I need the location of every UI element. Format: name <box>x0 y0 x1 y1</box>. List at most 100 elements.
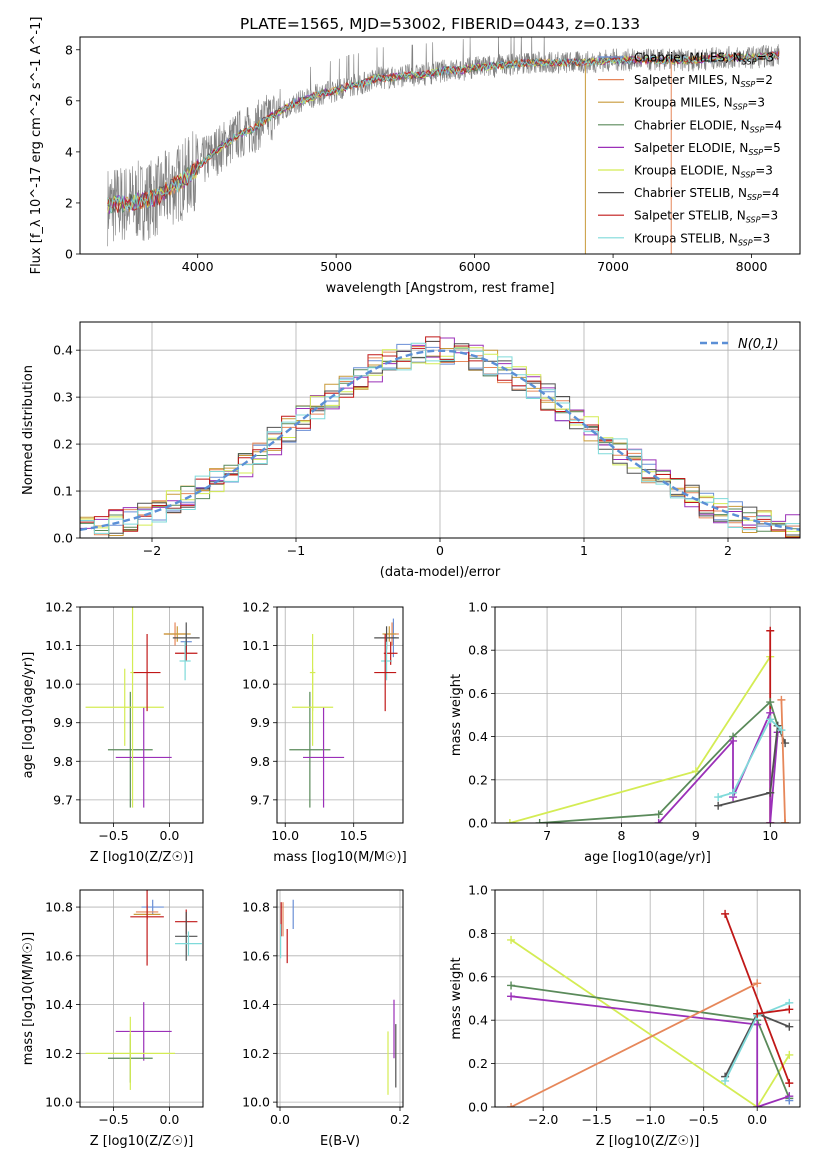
x-tick-label: 7000 <box>597 259 629 274</box>
y-tick-label: 9.7 <box>53 792 73 807</box>
plot-area <box>505 626 790 823</box>
weight-point-marker <box>507 981 516 990</box>
legend-entry: Salpeter STELIB, NSSP=3 <box>634 209 778 225</box>
y-tick-label: 0.0 <box>468 816 488 831</box>
y-tick-label: 10.2 <box>45 1046 73 1061</box>
panel-age-vs-mass: 10.0 10.5 9.7 9.8 9.9 10.0 10.1 10.2 mass [log10… <box>242 600 407 866</box>
legend-entry: Salpeter ELODIE, NSSP=5 <box>634 141 781 157</box>
x-tick-label: 0.0 <box>270 1112 290 1127</box>
legend-entry: Chabrier ELODIE, NSSP=4 <box>634 118 782 134</box>
y-axis-label: Flux [f_λ 10^-17 erg cm^-2 s^-1 A^-1] <box>29 17 44 275</box>
y-tick-label: 9.9 <box>250 715 270 730</box>
x-tick-label: 10.5 <box>340 828 368 843</box>
model-spectrum-line <box>107 52 780 213</box>
y-tick-label: 4 <box>65 144 73 159</box>
y-tick-label: 0 <box>65 247 73 262</box>
plot-area <box>289 618 399 808</box>
y-tick-label: 10.1 <box>45 638 73 653</box>
y-tick-label: 0.2 <box>53 437 73 452</box>
y-tick-label: 10.0 <box>45 677 73 692</box>
weight-point-marker <box>781 819 790 823</box>
x-tick-label: 7 <box>543 828 551 843</box>
x-tick-label: −0.5 <box>98 1112 128 1127</box>
plot-area <box>85 607 200 808</box>
weight-point-marker <box>721 1076 730 1085</box>
y-tick-label: 0.8 <box>468 643 488 658</box>
normal-curve-line <box>80 349 800 531</box>
y-tick-label: 0.2 <box>468 772 488 787</box>
panel-residuals: −2 −1 0 1 2 0.0 0.1 0.2 0.3 0.4 (data-model)/error… <box>21 321 801 580</box>
x-tick-label: −1.5 <box>581 1112 611 1127</box>
x-axis-label: mass [log10(M/M☉)] <box>273 850 406 865</box>
x-tick-label: 0.0 <box>160 1112 180 1127</box>
weight-point-marker <box>535 819 544 823</box>
y-axis-label: mass weight <box>449 674 464 756</box>
weight-point-marker <box>753 1020 762 1029</box>
weight-point-marker <box>766 819 775 823</box>
x-tick-label: 9 <box>692 828 700 843</box>
weight-point-marker <box>507 935 516 944</box>
x-tick-label: 0.0 <box>160 828 180 843</box>
weight-series-line <box>780 699 786 823</box>
legend-entry: Salpeter MILES, NSSP=2 <box>634 73 773 89</box>
y-axis-label: mass [log10(M/M☉)] <box>21 932 36 1065</box>
y-tick-label: 9.8 <box>53 754 73 769</box>
weight-point-marker <box>721 909 730 918</box>
weight-point-marker <box>729 736 738 745</box>
y-tick-label: 1.0 <box>468 883 488 898</box>
y-tick-label: 0.4 <box>53 343 73 358</box>
weight-point-marker <box>785 1022 794 1031</box>
weight-point-marker <box>714 801 723 810</box>
weight-point-marker <box>777 695 786 704</box>
weight-point-marker <box>729 788 738 797</box>
y-tick-label: 10.4 <box>45 997 73 1012</box>
x-tick-label: 0.2 <box>390 1112 410 1127</box>
weight-point-marker <box>777 726 786 735</box>
y-tick-label: 2 <box>65 195 73 210</box>
y-tick-label: 10.0 <box>242 1095 270 1110</box>
x-tick-label: 2 <box>724 543 732 558</box>
y-tick-label: 10.1 <box>242 638 270 653</box>
y-tick-label: 9.8 <box>250 754 270 769</box>
weight-point-marker <box>766 626 775 635</box>
legend: N(0,1) <box>700 337 779 352</box>
x-axis-label: age [log10(age/yr)] <box>584 850 711 865</box>
y-tick-label: 0.2 <box>468 1056 488 1071</box>
y-tick-label: 0.0 <box>468 1100 488 1115</box>
weight-point-marker <box>753 1103 762 1107</box>
histogram-step-line <box>80 342 800 534</box>
weight-point-marker <box>785 1050 794 1059</box>
x-tick-label: 10.0 <box>271 828 299 843</box>
y-tick-label: 1.0 <box>468 600 488 615</box>
axes-frame <box>79 321 801 539</box>
y-axis-label: mass weight <box>449 957 464 1039</box>
x-tick-label: −2.0 <box>528 1112 558 1127</box>
weight-series-line <box>724 913 791 1084</box>
x-axis-label: Z [log10(Z/Z☉)] <box>90 1134 194 1149</box>
plot-area <box>507 909 794 1107</box>
panel-mass-vs-Z: −0.5 0.0 10.0 10.2 10.4 10.6 10.8 Z [log10(Z/Z☉… <box>21 889 204 1149</box>
weight-point-marker <box>766 715 775 724</box>
axes-frame <box>276 889 404 1108</box>
x-tick-label: −2 <box>143 543 161 558</box>
weight-series-line <box>717 722 786 807</box>
weight-point-marker <box>654 819 663 823</box>
weight-point-marker <box>505 819 514 823</box>
plot-area <box>280 899 397 1095</box>
y-tick-label: 10.0 <box>242 677 270 692</box>
panel-weight-vs-Z: −2.0 −1.5 −1.0 −0.5 0.0 0.0 0.2 0.4 0.6 0.8 1.0 Z [… <box>449 883 801 1149</box>
y-tick-label: 10.2 <box>242 600 270 615</box>
x-axis-label: Z [log10(Z/Z☉)] <box>596 1134 700 1149</box>
weight-series-line <box>510 982 758 1107</box>
weight-series-line <box>757 1008 790 1015</box>
legend-entry: Kroupa ELODIE, NSSP=3 <box>634 164 773 180</box>
y-axis-label: Normed distribution <box>21 365 36 495</box>
y-tick-label: 10.8 <box>242 900 270 915</box>
y-tick-label: 10.0 <box>45 1095 73 1110</box>
weight-point-marker <box>785 1096 794 1105</box>
y-tick-label: 10.6 <box>45 948 73 963</box>
y-tick-label: 0.6 <box>468 686 488 701</box>
x-tick-label: −1 <box>287 543 305 558</box>
weight-point-marker <box>691 767 700 776</box>
weight-point-marker <box>766 788 775 797</box>
